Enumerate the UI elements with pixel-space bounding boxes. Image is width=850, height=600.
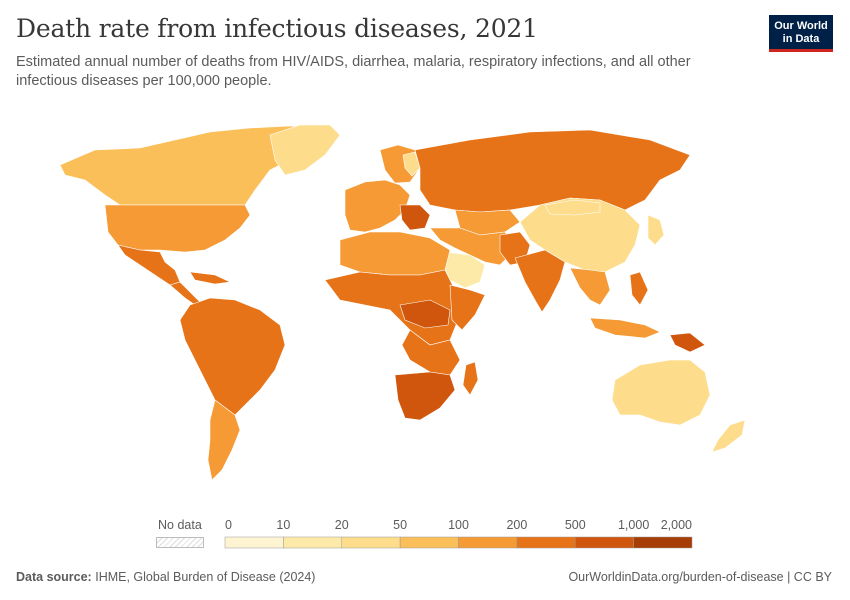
- south-america-south[interactable]: [207, 399, 241, 481]
- no-data-label: No data: [158, 518, 202, 532]
- central-america[interactable]: [169, 281, 201, 306]
- logo-line-1: Our World: [774, 20, 828, 32]
- legend-swatch[interactable]: [516, 536, 576, 549]
- legend-tick-label: 20: [335, 518, 349, 532]
- legend-swatch[interactable]: [341, 536, 401, 549]
- legend-tick-label: 1,000: [618, 518, 649, 532]
- country-philippines[interactable]: [629, 271, 649, 306]
- country-japan[interactable]: [647, 214, 665, 246]
- country-russia[interactable]: [414, 129, 691, 213]
- legend-swatch[interactable]: [458, 536, 518, 549]
- country-usa[interactable]: [104, 204, 251, 253]
- owid-logo[interactable]: Our World in Data: [769, 15, 833, 52]
- region-balkans[interactable]: [399, 204, 431, 231]
- country-madagascar[interactable]: [462, 361, 479, 396]
- region-central-africa-high[interactable]: [399, 299, 451, 329]
- region-europe-west[interactable]: [344, 179, 411, 233]
- region-indonesia[interactable]: [589, 317, 661, 339]
- legend-tick-label: 10: [276, 518, 290, 532]
- logo-line-2: in Data: [782, 33, 820, 45]
- no-data-swatch: [156, 537, 204, 548]
- country-new-zealand[interactable]: [711, 419, 746, 453]
- legend-tick-label: 500: [565, 518, 586, 532]
- country-finland[interactable]: [402, 151, 421, 177]
- data-source-label: Data source:: [16, 570, 92, 584]
- legend-tick-label: 100: [448, 518, 469, 532]
- country-papua-new-guinea[interactable]: [669, 332, 706, 353]
- legend-tick-label: 2,000: [661, 518, 692, 532]
- legend-swatch[interactable]: [575, 536, 634, 549]
- country-australia[interactable]: [611, 359, 711, 426]
- legend-swatch[interactable]: [633, 536, 693, 549]
- country-greenland[interactable]: [269, 124, 341, 176]
- chart-subtitle: Estimated annual number of deaths from H…: [16, 54, 691, 89]
- region-middle-east[interactable]: [429, 227, 516, 266]
- caribbean[interactable]: [189, 271, 232, 285]
- region-southeast-asia[interactable]: [569, 267, 611, 306]
- chart-title: Death rate from infectious diseases, 202…: [16, 14, 538, 43]
- legend-swatch[interactable]: [399, 536, 459, 549]
- legend-swatch[interactable]: [283, 536, 342, 549]
- south-america-north[interactable]: [179, 297, 286, 416]
- legend-tick-label: 0: [225, 518, 232, 532]
- data-source-value: IHME, Global Burden of Disease (2024): [95, 570, 316, 584]
- data-source: Data source: IHME, Global Burden of Dise…: [16, 570, 315, 584]
- region-horn-of-africa[interactable]: [449, 284, 486, 331]
- world-map[interactable]: [0, 110, 850, 510]
- legend-bar: 0 10 20 50 100 200 500 1,000 2,000: [224, 518, 693, 549]
- country-india[interactable]: [514, 249, 566, 313]
- legend-tick-label: 200: [506, 518, 527, 532]
- region-north-africa[interactable]: [339, 231, 451, 276]
- legend-tick-label: 50: [393, 518, 407, 532]
- source-url[interactable]: OurWorldinData.org/burden-of-disease | C…: [568, 570, 832, 584]
- region-southern-africa[interactable]: [394, 371, 456, 421]
- country-mongolia[interactable]: [544, 199, 601, 216]
- legend-swatch[interactable]: [224, 536, 284, 549]
